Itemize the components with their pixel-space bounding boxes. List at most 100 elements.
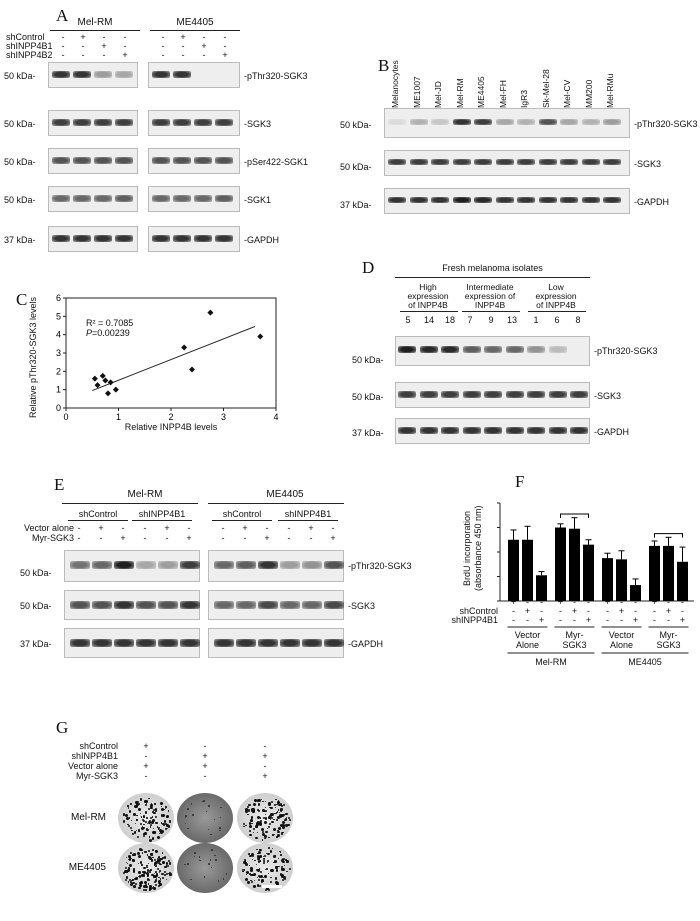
g-colony [268,836,270,839]
e-band [302,639,322,647]
c-point [105,390,111,397]
c-point [91,375,98,382]
a-band [173,71,191,78]
a-sign: + [180,32,186,42]
g-colony [129,883,133,887]
a-band [152,71,170,78]
g-colony [281,857,284,859]
g-colony [276,833,280,837]
a-band [94,71,112,78]
e-sign: + [186,533,192,543]
d-group-label: INPP4B [474,300,506,310]
d-band [441,391,459,398]
g-colony [282,821,286,825]
g-cell-line-label: ME4405 [68,862,106,873]
d-lane-number: 5 [405,315,411,325]
g-colony [194,852,196,854]
g-colony [141,826,144,828]
g-colony [248,822,252,825]
b-band [560,159,578,165]
f-sign: - [540,606,543,616]
g-colony [155,865,157,867]
e-band [324,561,344,569]
a-band [52,157,70,164]
g-colony [277,857,280,860]
d-band [441,427,459,434]
f-sign: - [667,597,670,607]
g-colony [268,816,272,820]
a-group-label: ME4405 [176,17,214,28]
g-colony [127,867,131,871]
g-colony [249,873,251,875]
g-colony [276,803,278,806]
g-colony [266,827,269,830]
g-colony [160,814,163,816]
a-band [194,235,212,242]
e-band [92,639,112,647]
g-colony [280,808,283,811]
f-bar [677,561,688,601]
g-colony [138,871,141,875]
b-band [495,119,514,125]
g-colony [263,820,268,824]
g-colony [128,858,132,861]
g-colony [281,805,284,808]
d-band [441,346,459,353]
g-colony [126,823,129,826]
g-colony [158,858,161,862]
f-group-label: Vector [608,630,635,640]
g-colony [149,838,153,842]
g-colony [258,856,261,859]
e-sign: - [121,523,125,533]
g-colony [269,850,273,854]
a-band [73,235,91,242]
f-sign: + [524,606,531,616]
g-colony [256,848,258,851]
g-colony [282,861,285,864]
d-group-label: expression of [464,291,516,301]
a-row-label: shINPP4B1 [6,41,53,51]
g-colony [209,859,212,861]
g-colony [249,824,252,828]
g-colony [146,864,148,867]
g-colony [148,849,151,852]
panel-label-d: D [362,258,375,277]
g-colony [150,853,154,857]
a-band [94,119,112,126]
g-colony [270,813,274,817]
g-colony [157,868,160,871]
g-colony [166,872,169,876]
f-group-label: Alone [609,640,634,650]
g-colony [281,826,285,829]
g-colony [278,865,280,867]
f-sign: - [653,615,656,625]
g-colony [153,808,156,811]
e-band [280,601,300,609]
g-colony [286,870,289,873]
g-colony [155,815,158,818]
g-colony [130,819,133,822]
c-point [94,382,101,389]
d-lane-number: 18 [444,315,455,325]
g-colony [245,877,249,881]
g-colony [162,873,165,876]
f-sign: - [620,615,623,625]
g-colony [162,877,165,880]
g-sign: - [203,771,207,781]
g-colony [248,853,250,855]
g-colony [259,875,263,879]
g-colony [276,835,278,838]
g-colony [267,852,270,856]
g-colony [147,854,149,856]
g-colony [134,823,137,825]
g-colony [152,887,154,889]
g-colony [265,868,268,871]
d-band [548,391,567,398]
g-colony [139,884,143,888]
f-sign: - [512,606,515,616]
g-colony [123,813,126,816]
b-band [431,119,449,125]
g-colony [282,813,285,816]
e-sub-line [212,520,272,521]
g-colony [144,811,148,814]
